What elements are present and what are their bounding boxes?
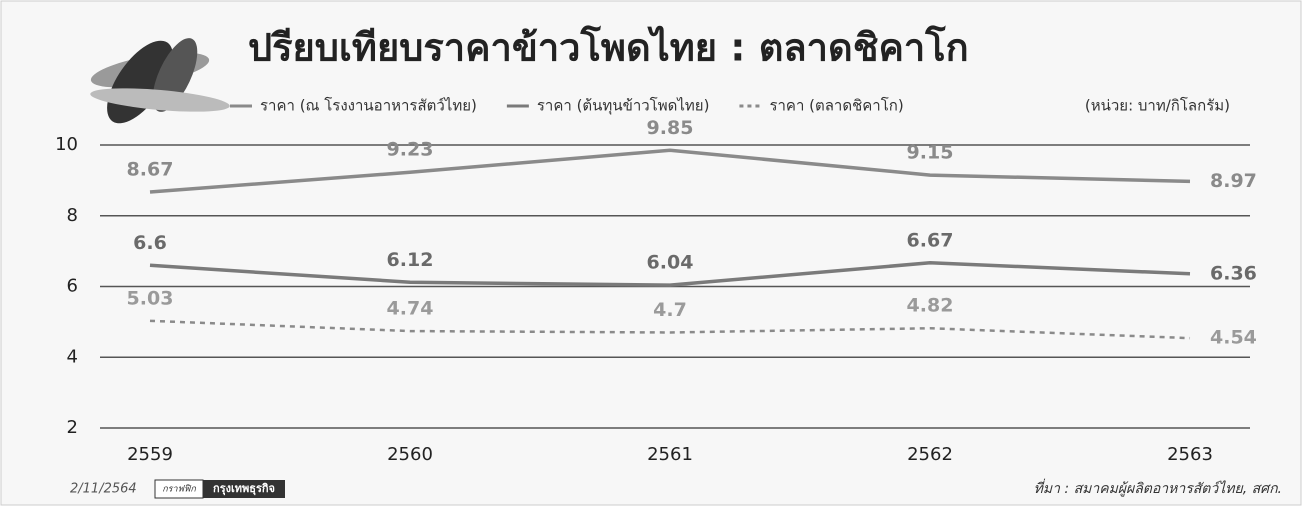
value-label: 4.74 <box>387 298 434 320</box>
value-label: 6.12 <box>387 249 434 271</box>
chart-title: ปรียบเทียบราคาข้าวโพดไทย : ตลาดชิคาโก <box>248 25 969 70</box>
y-tick-label: 6 <box>67 276 78 297</box>
value-label: 4.54 <box>1210 327 1257 349</box>
x-tick-label: 2560 <box>387 444 433 465</box>
x-tick-label: 2561 <box>647 444 693 465</box>
chart: ปรียบเทียบราคาข้าวโพดไทย : ตลาดชิคาโก (ห… <box>0 0 1302 506</box>
value-label: 9.85 <box>647 117 694 139</box>
credit-prefix: กราฟฟิก <box>162 484 196 495</box>
y-tick-label: 2 <box>67 417 78 438</box>
source: ที่มา : สมาคมผู้ผลิตอาหารสัตว์ไทย, สศก. <box>1034 478 1282 497</box>
y-tick-label: 8 <box>67 205 78 226</box>
x-tick-label: 2563 <box>1167 444 1213 465</box>
credit: กรุงเทพธุรกิจ <box>213 482 275 496</box>
unit-note: (หน่วย: บาท/กิโลกรัม) <box>1085 97 1230 115</box>
value-label: 4.7 <box>653 299 687 321</box>
value-label: 8.97 <box>1210 170 1257 192</box>
value-label: 6.36 <box>1210 262 1257 284</box>
legend-label: ราคา (ต้นทุนข้าวโพดไทย) <box>537 97 710 116</box>
value-label: 6.04 <box>647 252 694 274</box>
value-label: 6.6 <box>133 232 167 254</box>
legend-label: ราคา (ณ โรงงานอาหารสัตว์ไทย) <box>260 97 477 115</box>
value-label: 9.23 <box>387 139 434 161</box>
x-tick-label: 2559 <box>127 444 173 465</box>
value-label: 6.67 <box>907 229 954 251</box>
value-label: 8.67 <box>127 159 174 181</box>
y-tick-label: 10 <box>55 134 78 155</box>
value-label: 5.03 <box>127 287 174 309</box>
legend-label: ราคา (ตลาดชิคาโก) <box>769 97 903 115</box>
value-label: 4.82 <box>907 295 954 317</box>
value-label: 9.15 <box>907 142 954 164</box>
y-tick-label: 4 <box>67 346 78 367</box>
date: 2/11/2564 <box>70 482 137 497</box>
x-tick-label: 2562 <box>907 444 953 465</box>
